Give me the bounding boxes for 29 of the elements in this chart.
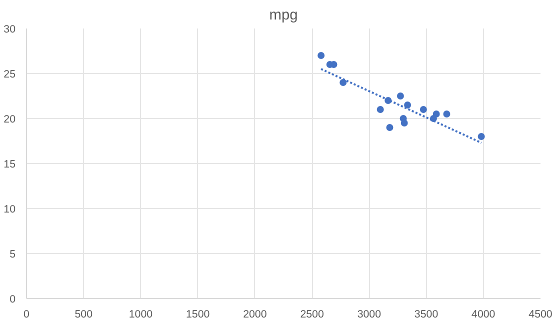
- point: [396, 92, 404, 100]
- x-tick-label: 2000: [243, 308, 267, 320]
- point: [420, 106, 427, 113]
- point: [432, 110, 440, 118]
- y-tick-label: 30: [4, 24, 16, 36]
- point: [400, 120, 408, 126]
- x-tick-label: 1000: [128, 308, 153, 320]
- point: [340, 79, 347, 86]
- chart-title: mpg: [269, 8, 298, 24]
- y-tick-label: 5: [10, 248, 16, 260]
- x-tick-label: 4500: [528, 308, 552, 320]
- y-tick-label: 25: [4, 68, 16, 80]
- x-tick-label: 0: [24, 308, 30, 320]
- x-tick-label: 1500: [186, 308, 210, 320]
- x-tick-label: 3500: [414, 308, 438, 320]
- y-tick-label: 20: [4, 114, 16, 126]
- x-tick-label: 3000: [357, 308, 382, 320]
- point: [386, 124, 394, 131]
- y-tick-label: 0: [10, 294, 16, 306]
- point: [404, 102, 412, 108]
- point: [443, 110, 450, 118]
- x-tick-label: 4000: [472, 308, 496, 320]
- point: [376, 106, 384, 113]
- y-tick-label: 10: [4, 204, 16, 216]
- point: [318, 52, 325, 59]
- y-tick-label: 15: [4, 158, 16, 170]
- point: [478, 133, 485, 140]
- x-tick-label: 500: [74, 308, 93, 320]
- x-tick-label: 2500: [300, 308, 324, 320]
